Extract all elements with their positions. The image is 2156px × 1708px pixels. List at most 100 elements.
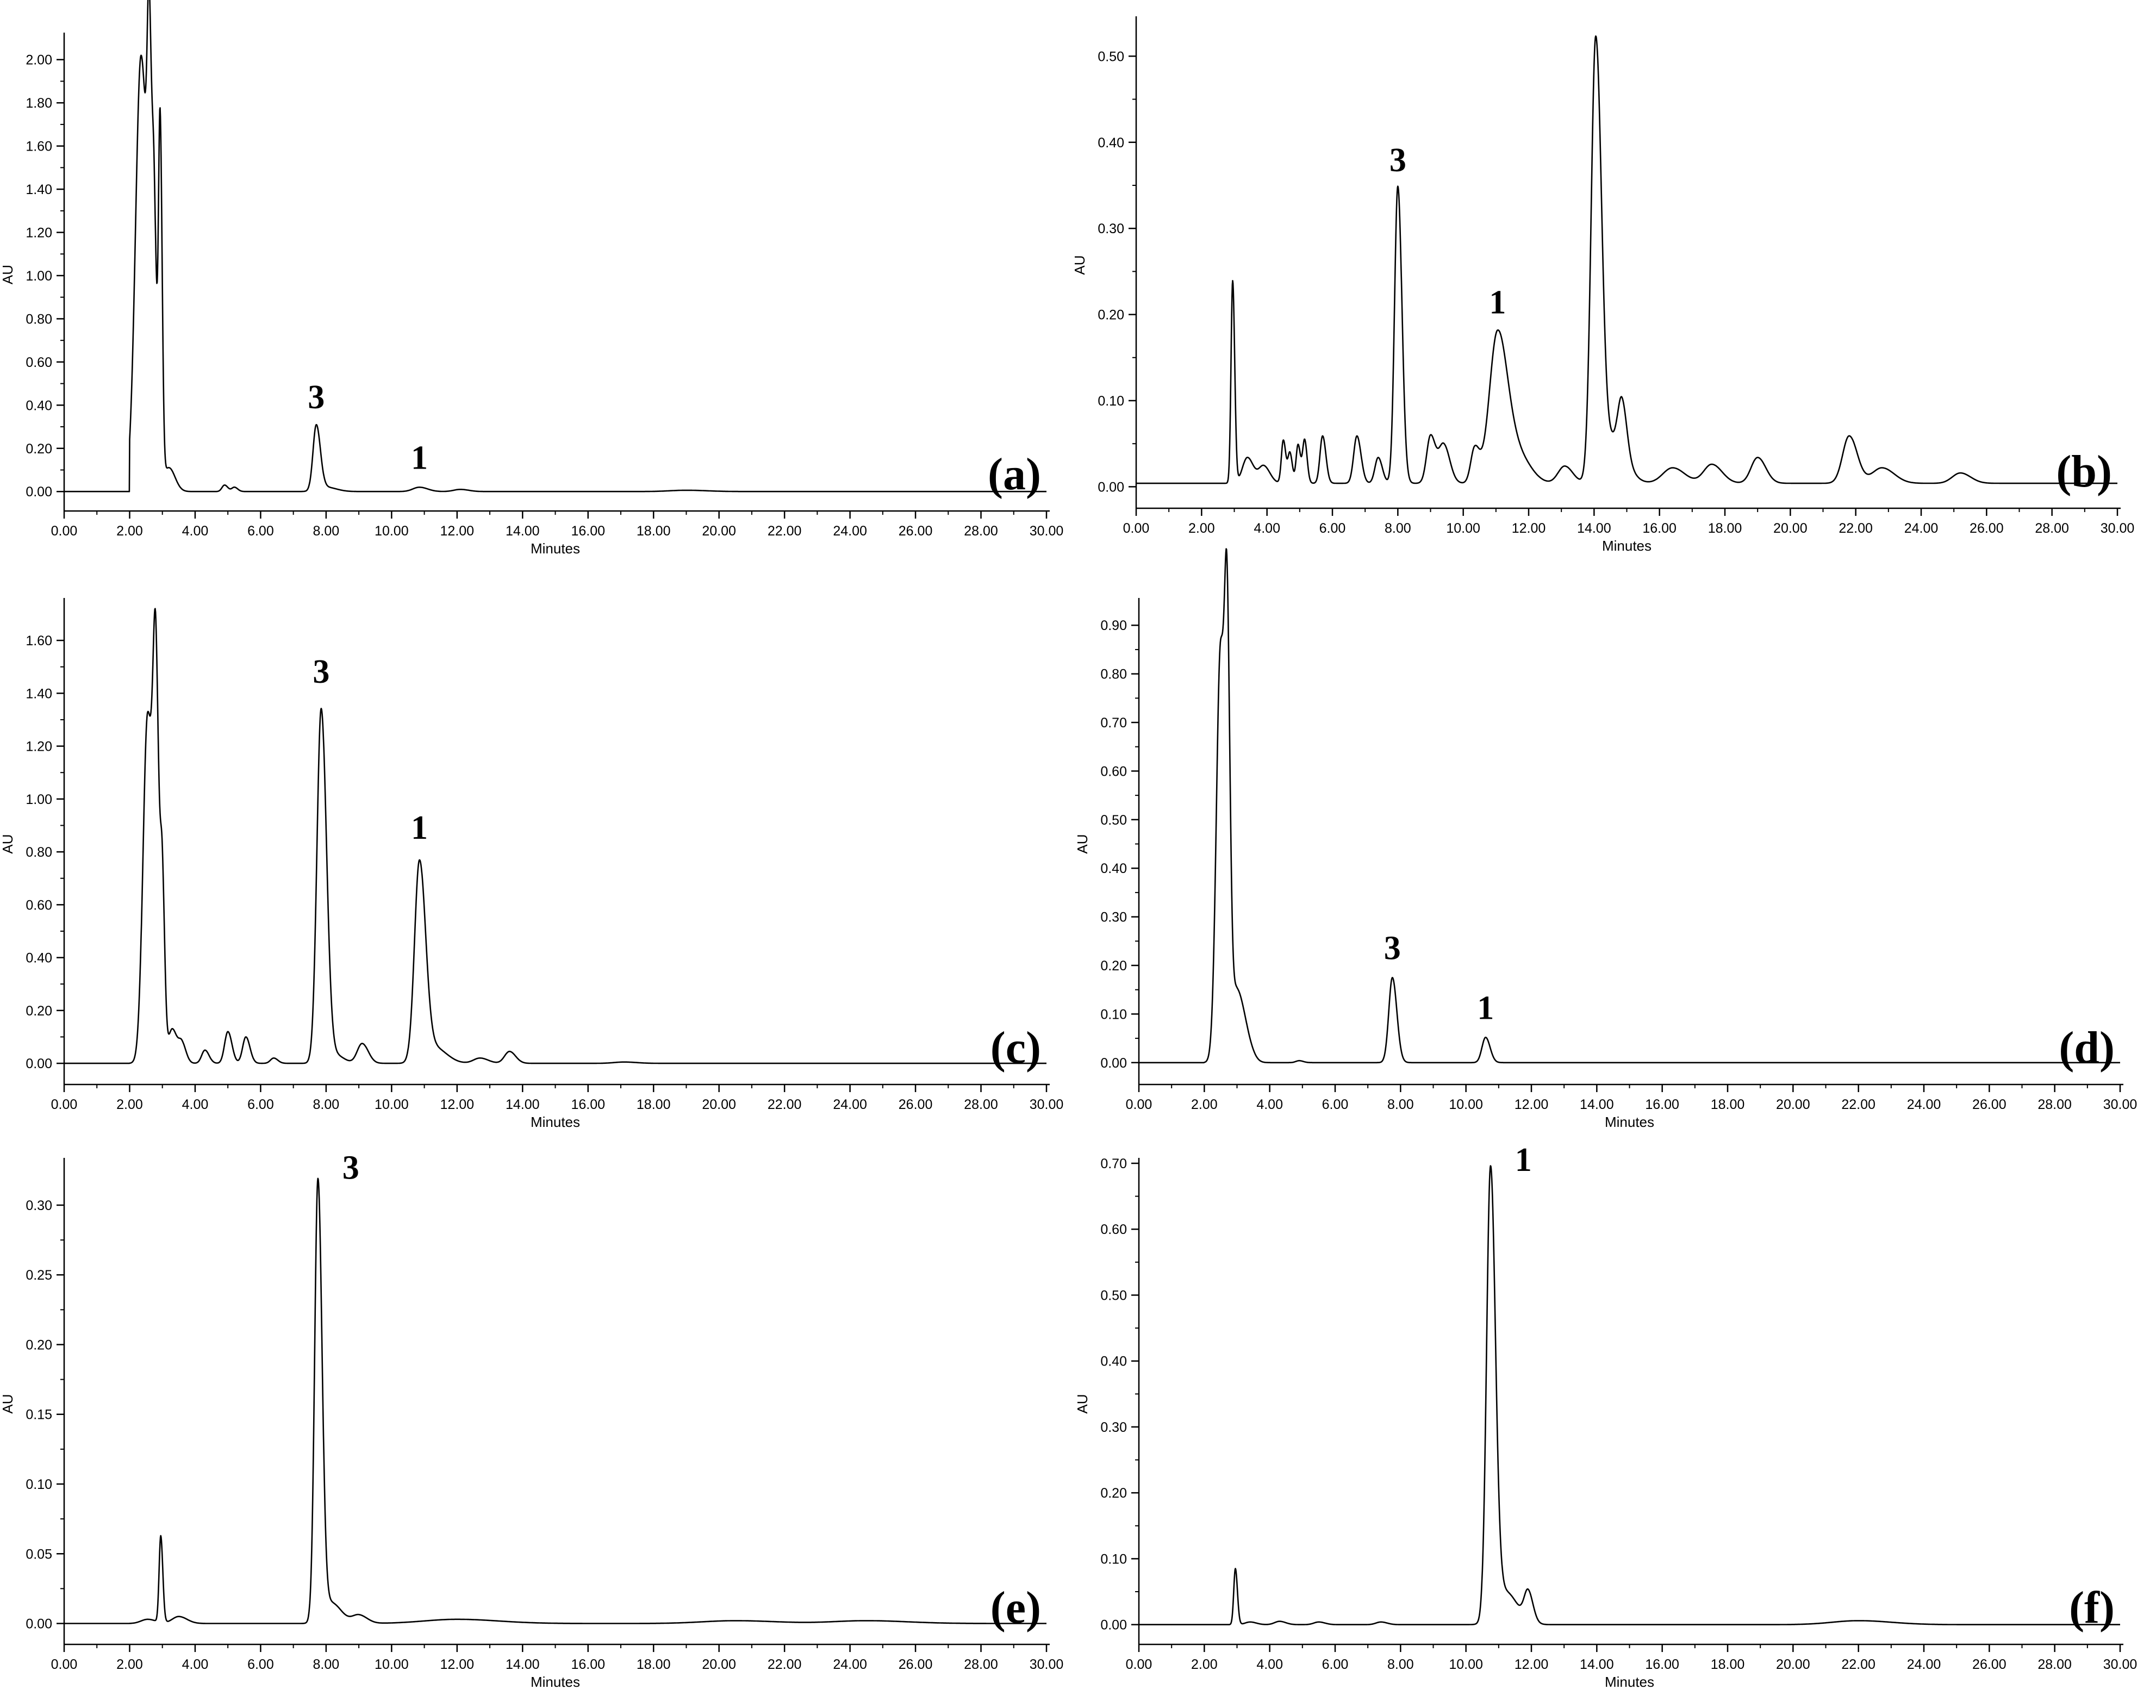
x-tick-label: 16.00 bbox=[571, 1657, 605, 1672]
x-tick-label: 26.00 bbox=[899, 523, 933, 539]
x-tick-label: 10.00 bbox=[375, 1097, 409, 1112]
y-tick-label: 1.80 bbox=[26, 96, 52, 111]
panel-label: (f) bbox=[2069, 1582, 2115, 1633]
x-tick-label: 22.00 bbox=[768, 1097, 802, 1112]
x-tick-label: 26.00 bbox=[1972, 1657, 2007, 1672]
x-tick-label: 12.00 bbox=[1515, 1657, 1549, 1672]
x-axis-title: Minutes bbox=[531, 1674, 580, 1690]
y-tick-label: 1.00 bbox=[26, 792, 52, 807]
x-tick-label: 4.00 bbox=[1254, 521, 1280, 536]
peak-label-1: 1 bbox=[411, 809, 428, 846]
y-axis-title: AU bbox=[1071, 255, 1088, 275]
y-tick-label: 0.00 bbox=[1100, 1618, 1127, 1633]
x-tick-label: 14.00 bbox=[1577, 521, 1611, 536]
x-tick-label: 4.00 bbox=[182, 1097, 209, 1112]
x-tick-label: 30.00 bbox=[1030, 1097, 1064, 1112]
x-tick-label: 2.00 bbox=[116, 523, 143, 539]
x-tick-label: 24.00 bbox=[1907, 1657, 1941, 1672]
x-tick-label: 18.00 bbox=[637, 1097, 671, 1112]
y-tick-label: 0.50 bbox=[1098, 49, 1124, 64]
chromatogram-trace bbox=[1138, 1165, 2121, 1625]
x-tick-label: 20.00 bbox=[1773, 521, 1808, 536]
x-tick-label: 28.00 bbox=[964, 523, 998, 539]
x-tick-label: 10.00 bbox=[375, 1657, 409, 1672]
y-tick-label: 0.80 bbox=[1100, 667, 1127, 682]
chromatogram-trace bbox=[1136, 35, 2118, 484]
y-tick-label: 0.40 bbox=[1098, 135, 1124, 151]
x-tick-label: 20.00 bbox=[702, 1657, 736, 1672]
chromatogram-panel-c: 0.00 2.00 4.00 6.00 8.00 10.00 12.00 14.00 16.00… bbox=[0, 598, 1063, 1130]
x-tick-label: 16.00 bbox=[571, 523, 605, 539]
x-tick-label: 22.00 bbox=[1839, 521, 1873, 536]
panel-label: (c) bbox=[990, 1023, 1041, 1073]
x-tick-label: 8.00 bbox=[1387, 1657, 1414, 1672]
y-tick-label: 0.40 bbox=[26, 398, 52, 413]
y-tick-label: 0.00 bbox=[26, 1617, 52, 1632]
chromatogram-panel-e: 0.00 2.00 4.00 6.00 8.00 10.00 12.00 14.00 16.00… bbox=[0, 1149, 1063, 1690]
panel-label: (e) bbox=[990, 1582, 1041, 1633]
x-tick-label: 18.00 bbox=[1711, 1657, 1745, 1672]
x-tick-label: 22.00 bbox=[768, 523, 802, 539]
peak-label-3: 3 bbox=[1389, 142, 1406, 179]
x-tick-label: 8.00 bbox=[313, 1657, 340, 1672]
x-tick-label: 2.00 bbox=[1191, 1097, 1218, 1112]
x-tick-label: 22.00 bbox=[768, 1657, 802, 1672]
x-tick-label: 0.00 bbox=[51, 523, 78, 539]
x-tick-label: 14.00 bbox=[506, 1657, 540, 1672]
y-tick-label: 0.40 bbox=[1100, 861, 1127, 876]
x-tick-label: 12.00 bbox=[440, 523, 475, 539]
x-tick-label: 28.00 bbox=[2037, 1657, 2072, 1672]
x-tick-label: 24.00 bbox=[833, 1657, 867, 1672]
x-tick-label: 12.00 bbox=[440, 1657, 475, 1672]
y-tick-label: 2.00 bbox=[26, 53, 52, 68]
chromatogram-trace bbox=[64, 608, 1047, 1064]
x-tick-label: 0.00 bbox=[51, 1097, 78, 1112]
panel-label: (d) bbox=[2059, 1023, 2115, 1073]
x-tick-label: 2.00 bbox=[116, 1657, 143, 1672]
x-tick-label: 10.00 bbox=[1449, 1657, 1483, 1672]
x-axis-title: Minutes bbox=[531, 540, 580, 557]
x-tick-label: 4.00 bbox=[182, 1657, 209, 1672]
x-tick-label: 24.00 bbox=[1904, 521, 1939, 536]
y-tick-label: 0.60 bbox=[26, 355, 52, 370]
x-tick-label: 2.00 bbox=[116, 1097, 143, 1112]
peak-label-3: 3 bbox=[342, 1149, 359, 1186]
x-tick-label: 4.00 bbox=[1256, 1097, 1283, 1112]
y-tick-label: 0.50 bbox=[1100, 813, 1127, 828]
y-tick-label: 0.30 bbox=[1100, 910, 1127, 925]
chromatogram-panel-a: 0.00 2.00 4.00 6.00 8.00 10.00 12.00 14.00 16.00… bbox=[0, 0, 1063, 557]
y-tick-label: 0.20 bbox=[26, 441, 52, 457]
x-tick-label: 4.00 bbox=[182, 523, 209, 539]
x-tick-label: 6.00 bbox=[1322, 1097, 1349, 1112]
x-tick-label: 6.00 bbox=[1322, 1657, 1349, 1672]
x-tick-label: 18.00 bbox=[1708, 521, 1742, 536]
x-tick-label: 2.00 bbox=[1191, 1657, 1218, 1672]
x-tick-label: 12.00 bbox=[1512, 521, 1546, 536]
x-tick-label: 20.00 bbox=[1776, 1097, 1810, 1112]
y-tick-label: 1.40 bbox=[26, 182, 52, 197]
x-tick-label: 30.00 bbox=[1030, 1657, 1064, 1672]
x-tick-label: 10.00 bbox=[375, 523, 409, 539]
x-axis-title: Minutes bbox=[1605, 1114, 1654, 1130]
y-tick-label: 1.60 bbox=[26, 139, 52, 154]
x-tick-label: 8.00 bbox=[313, 1097, 340, 1112]
y-tick-label: 1.20 bbox=[26, 739, 52, 755]
x-tick-label: 16.00 bbox=[1642, 521, 1677, 536]
x-tick-label: 6.00 bbox=[1319, 521, 1346, 536]
y-tick-label: 0.30 bbox=[1100, 1420, 1127, 1435]
x-tick-label: 30.00 bbox=[2103, 1657, 2138, 1672]
peak-label-3: 3 bbox=[313, 653, 329, 690]
x-tick-label: 14.00 bbox=[1580, 1097, 1614, 1112]
chromatogram-panel-b: 0.00 2.00 4.00 6.00 8.00 10.00 12.00 14.00 16.00… bbox=[1071, 16, 2134, 554]
x-tick-label: 24.00 bbox=[833, 1097, 867, 1112]
x-axis-title: Minutes bbox=[1605, 1674, 1654, 1690]
y-tick-label: 0.20 bbox=[1100, 958, 1127, 974]
y-tick-label: 0.15 bbox=[26, 1407, 52, 1423]
x-tick-label: 26.00 bbox=[899, 1657, 933, 1672]
x-tick-label: 20.00 bbox=[702, 523, 736, 539]
y-tick-label: 0.10 bbox=[1098, 394, 1124, 409]
chromatogram-trace bbox=[1138, 548, 2121, 1064]
peak-label-1: 1 bbox=[1489, 284, 1506, 321]
x-tick-label: 10.00 bbox=[1446, 521, 1480, 536]
chromatogram-trace bbox=[64, 0, 1047, 493]
